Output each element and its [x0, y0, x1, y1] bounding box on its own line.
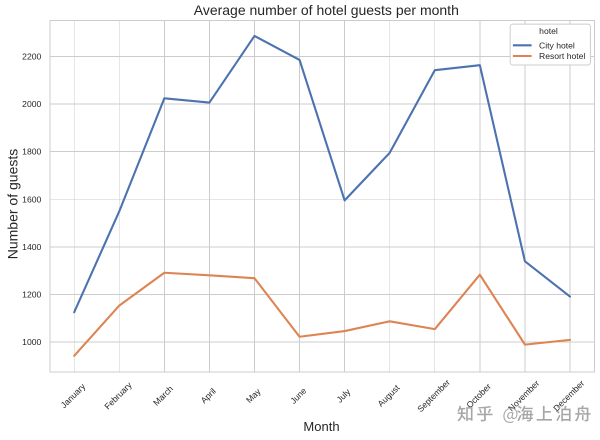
svg-text:1600: 1600 [22, 194, 41, 204]
svg-text:2200: 2200 [22, 52, 41, 62]
svg-text:1000: 1000 [22, 337, 41, 347]
svg-text:Month: Month [303, 419, 339, 434]
svg-text:Resort hotel: Resort hotel [539, 51, 585, 61]
svg-text:2000: 2000 [22, 99, 41, 109]
svg-text:1800: 1800 [22, 147, 41, 157]
svg-text:1400: 1400 [22, 242, 41, 252]
svg-text:hotel: hotel [539, 26, 558, 36]
svg-text:1200: 1200 [22, 290, 41, 300]
svg-text:City hotel: City hotel [539, 40, 575, 50]
svg-text:Number of guests: Number of guests [5, 149, 21, 260]
svg-text:Average number of hotel guests: Average number of hotel guests per month [194, 2, 459, 18]
